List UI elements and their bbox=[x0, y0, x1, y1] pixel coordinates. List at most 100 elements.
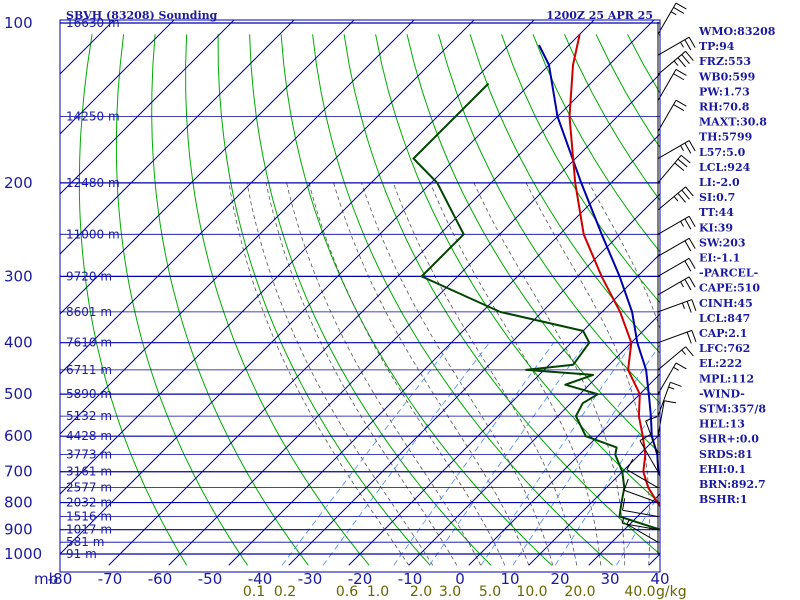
temperature-tick-label: 20 bbox=[550, 570, 569, 588]
isotherm-line bbox=[60, 20, 415, 375]
wind-barb-staff bbox=[626, 523, 659, 543]
index-value: SI:0.7 bbox=[699, 191, 735, 204]
height-label: 12480 m bbox=[66, 176, 120, 190]
moist-adiabat-line bbox=[473, 182, 626, 566]
wind-barb bbox=[657, 346, 694, 371]
wind-barb-staff bbox=[657, 36, 690, 56]
pressure-tick-label: 200 bbox=[4, 174, 33, 192]
isotherm-line bbox=[60, 20, 595, 555]
dry-adiabat-line bbox=[785, 34, 800, 565]
index-value: EHI:0.1 bbox=[699, 463, 746, 476]
wind-barb bbox=[657, 362, 687, 395]
temperature-tick-label: -20 bbox=[348, 570, 373, 588]
wind-barb bbox=[622, 517, 659, 531]
wind-barb-flag bbox=[684, 142, 692, 154]
isotherm-line bbox=[348, 253, 660, 566]
isotherm-line bbox=[60, 20, 295, 255]
index-value: CINH:45 bbox=[699, 297, 753, 310]
wind-barb-column bbox=[622, 2, 697, 554]
temperature-tick-label: -40 bbox=[248, 570, 273, 588]
wind-barb-staff bbox=[657, 346, 686, 371]
wind-barb bbox=[657, 68, 687, 101]
index-value: RH:70.8 bbox=[699, 101, 750, 114]
index-value: WB0:599 bbox=[698, 70, 755, 83]
height-label: 8601 m bbox=[66, 305, 112, 319]
index-value: TP:94 bbox=[699, 40, 735, 53]
wind-barb-staff bbox=[657, 215, 690, 235]
wind-barb bbox=[657, 257, 696, 277]
wind-barb-half-flag bbox=[680, 41, 684, 48]
wind-barb-half-flag bbox=[673, 60, 679, 66]
isotherm-line bbox=[60, 20, 535, 495]
wind-barb-staff bbox=[624, 489, 659, 504]
dry-adiabat-line bbox=[249, 34, 492, 566]
wind-barb-flag bbox=[685, 50, 694, 61]
wind-barb-flag bbox=[691, 299, 697, 312]
isotherm-line bbox=[468, 373, 660, 566]
isotherm-line bbox=[228, 133, 660, 566]
mixing-ratio-label: 0.6 bbox=[336, 584, 358, 600]
wind-barb-flag bbox=[677, 57, 687, 68]
height-label: 9720 m bbox=[66, 269, 112, 283]
wind-barb bbox=[645, 416, 659, 455]
wind-barb-staff bbox=[622, 509, 659, 518]
moist-adiabat-line bbox=[308, 182, 506, 566]
wind-barb-flag bbox=[622, 498, 626, 511]
temperature-tick-label: -50 bbox=[198, 570, 223, 588]
isotherm-line bbox=[60, 20, 355, 315]
mixing-ratio-label: 20.0 bbox=[564, 584, 595, 600]
wind-barb-flag bbox=[688, 238, 696, 249]
height-label: 16630 m bbox=[66, 16, 120, 30]
height-label: 6711 m bbox=[66, 363, 112, 377]
wind-barb bbox=[626, 518, 659, 543]
index-value: BRN:892.7 bbox=[699, 478, 766, 491]
pressure-tick-label: 800 bbox=[4, 494, 33, 512]
pressure-tick-label: 300 bbox=[4, 267, 33, 285]
index-value: LCL:924 bbox=[699, 161, 751, 174]
mixing-ratio-line bbox=[480, 342, 634, 566]
height-label: 1516 m bbox=[66, 510, 112, 524]
wind-barb-staff bbox=[657, 140, 690, 159]
wind-barb-flag bbox=[688, 140, 696, 152]
wind-barb-flag bbox=[645, 416, 658, 422]
wind-barb-flag bbox=[675, 68, 687, 76]
wind-barb-staff bbox=[657, 2, 677, 35]
wind-barb-flag bbox=[688, 216, 696, 227]
wind-barb-flag bbox=[688, 258, 696, 269]
dry-adiabat-line bbox=[151, 34, 309, 566]
isotherm-line bbox=[168, 73, 660, 566]
index-value: EI:-1.1 bbox=[699, 252, 740, 265]
index-value: -WIND- bbox=[699, 387, 745, 400]
wind-barb-flag bbox=[685, 346, 694, 357]
indices-panel: WMO:83208 TP:94 FRZ:553 WB0:599 PW:1.73 RH:70… bbox=[698, 25, 776, 506]
wind-barb-staff bbox=[645, 420, 659, 455]
pressure-tick-label: 700 bbox=[4, 463, 33, 481]
index-value: LFC:762 bbox=[699, 342, 750, 355]
index-value: KI:39 bbox=[699, 221, 733, 234]
height-label: 4428 m bbox=[66, 429, 112, 443]
pressure-tick-label: 900 bbox=[4, 521, 33, 539]
isotherm-line bbox=[60, 20, 175, 135]
dry-adiabat-line bbox=[406, 34, 660, 454]
wind-barb bbox=[657, 299, 697, 313]
wind-barb-staff bbox=[626, 469, 659, 489]
pressure-tick-label: 1000 bbox=[4, 545, 42, 563]
parcel-trace bbox=[538, 44, 660, 478]
chart-traces bbox=[412, 34, 660, 531]
wind-barb bbox=[623, 478, 659, 504]
temperature-tick-label: 30 bbox=[600, 570, 619, 588]
pressure-tick-label: 100 bbox=[4, 14, 33, 32]
height-label: 3161 m bbox=[66, 465, 112, 479]
mixing-ratio-line bbox=[393, 342, 555, 566]
wind-barb-flag bbox=[684, 218, 692, 230]
wind-barb bbox=[657, 400, 677, 437]
index-value: CAP:2.1 bbox=[699, 327, 747, 340]
wind-barb-flag bbox=[685, 186, 694, 197]
temperature-tick-label: -30 bbox=[298, 570, 323, 588]
dry-adiabat-line bbox=[280, 34, 553, 566]
wind-barb-flag bbox=[670, 381, 682, 387]
wind-barb bbox=[657, 186, 694, 211]
height-label: 2032 m bbox=[66, 496, 112, 510]
index-value: -PARCEL- bbox=[699, 267, 758, 280]
temperature-trace bbox=[568, 34, 660, 508]
